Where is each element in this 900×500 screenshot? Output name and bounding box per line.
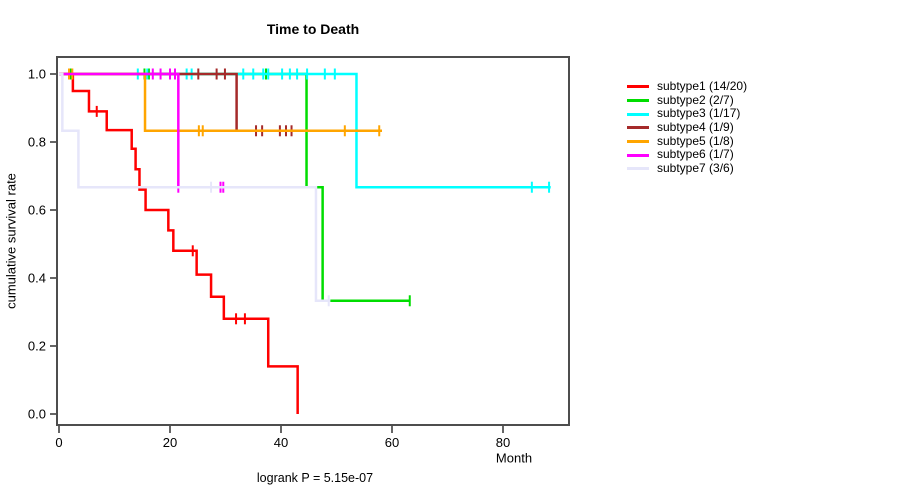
x-axis-tick-label: 80 (496, 435, 510, 450)
legend-label-subtype5: subtype5 (1/8) (657, 133, 734, 148)
survival-series-subtype4 (59, 68, 295, 137)
y-axis-tick-label: 0.8 (28, 135, 46, 150)
logrank-pvalue: logrank P = 5.15e-07 (256, 471, 374, 485)
legend-item-subtype1: subtype1 (14/20) (627, 79, 748, 94)
x-axis-tick-label: 20 (163, 435, 177, 450)
legend-label-subtype3: subtype3 (1/17) (657, 106, 741, 121)
legend-line-subtype4 (627, 126, 649, 130)
legend-item-subtype4: subtype4 (1/9) (627, 120, 747, 135)
legend-item-subtype7: subtype7 (3/6) (627, 161, 747, 176)
survival-curve-subtype4 (59, 72, 295, 133)
legend-label-subtype4: subtype4 (1/9) (657, 120, 734, 135)
legend-line-subtype2 (627, 99, 649, 103)
survival-curve-subtype1 (59, 72, 299, 414)
chart-title: Time to Death (266, 21, 360, 37)
x-axis: 0 20 40 60 80 (55, 426, 510, 450)
legend-line-subtype3 (627, 112, 649, 116)
y-axis-tick-label: 1.0 (28, 67, 46, 82)
x-axis-tick-label: 40 (274, 435, 288, 450)
x-axis-tick-label: 60 (385, 435, 399, 450)
legend-item-subtype2: subtype2 (2/7) (627, 92, 747, 108)
y-axis-tick-label: 0.0 (28, 407, 46, 422)
legend-item-subtype6: subtype6 (1/7) (627, 148, 747, 162)
x-axis-label: Month (495, 450, 533, 466)
legend: subtype1 (14/20) subtype2 (2/7) subtype3 (… (627, 79, 748, 176)
legend-item-subtype5: subtype5 (1/8) (627, 133, 747, 149)
plot-box (56, 56, 570, 426)
survival-series-subtype1 (59, 72, 299, 414)
legend-line-subtype1 (627, 85, 649, 89)
legend-line-subtype5 (627, 140, 649, 144)
x-axis-tick-label: 0 (55, 435, 62, 450)
legend-line-subtype7 (627, 167, 649, 171)
y-axis-tick-label: 0.2 (28, 339, 46, 354)
legend-label-subtype2: subtype2 (2/7) (657, 92, 734, 107)
y-axis: 0.0 0.2 0.4 0.6 0.8 1.0 (28, 67, 56, 422)
legend-label-subtype6: subtype6 (1/7) (657, 147, 734, 162)
legend-line-subtype6 (627, 153, 649, 157)
survival-curve-subtype7 (59, 72, 331, 303)
legend-label-subtype7: subtype7 (3/6) (657, 161, 734, 176)
legend-item-subtype3: subtype3 (1/17) (627, 107, 747, 121)
legend-label-subtype1: subtype1 (14/20) (657, 79, 748, 93)
survival-series-subtype7 (59, 72, 331, 307)
y-axis-tick-label: 0.4 (28, 271, 46, 286)
y-axis-tick-label: 0.6 (28, 203, 46, 218)
